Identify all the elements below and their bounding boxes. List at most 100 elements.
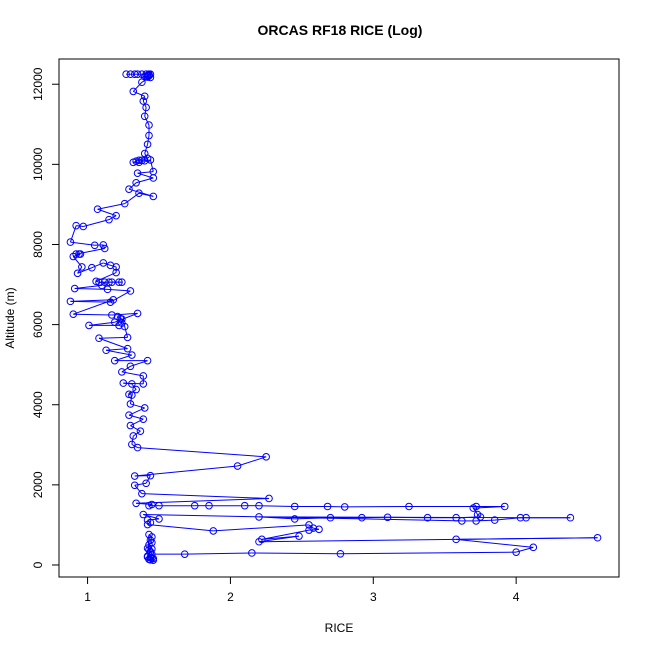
- data-point: [149, 556, 158, 564]
- data-point: [88, 263, 96, 272]
- data-point: [125, 185, 133, 194]
- data-point: [143, 73, 152, 81]
- chart-title: ORCAS RF18 RICE (Log): [258, 22, 423, 38]
- data-point: [358, 513, 366, 522]
- data-point: [469, 504, 478, 512]
- series-segment: [134, 482, 147, 486]
- series-segment: [97, 203, 125, 210]
- y-tick-label: 0: [31, 561, 45, 568]
- data-point: [128, 351, 136, 359]
- y-tick-label: 6000: [31, 311, 45, 338]
- data-point: [145, 72, 153, 80]
- data-point: [140, 112, 149, 121]
- data-point: [133, 169, 142, 177]
- data-point: [125, 411, 133, 419]
- data-point: [472, 517, 480, 525]
- series-segment: [98, 336, 128, 339]
- data-point: [248, 549, 256, 557]
- data-point: [123, 333, 132, 342]
- data-point: [265, 494, 273, 503]
- data-point: [255, 513, 263, 521]
- series-segment: [136, 502, 152, 505]
- data-point: [145, 131, 153, 140]
- data-point: [105, 215, 113, 224]
- data-point: [85, 321, 93, 330]
- series-segment: [473, 505, 505, 509]
- data-point: [99, 259, 108, 267]
- data-point: [140, 404, 149, 412]
- data-point: [123, 344, 132, 353]
- data-point: [126, 70, 135, 79]
- data-point: [118, 315, 126, 323]
- series-segment: [110, 290, 131, 303]
- data-point: [149, 192, 158, 201]
- data-point: [115, 278, 123, 286]
- data-point: [512, 548, 520, 556]
- data-point: [66, 297, 75, 306]
- data-point: [112, 211, 120, 220]
- series-segment: [128, 393, 132, 396]
- series-segment: [340, 551, 517, 555]
- data-point: [126, 362, 135, 371]
- x-tick-label: 3: [370, 590, 377, 604]
- series-segment: [258, 505, 295, 507]
- data-point: [129, 432, 138, 440]
- data-point: [106, 261, 115, 270]
- data-point: [79, 222, 88, 231]
- series-segment: [130, 403, 145, 409]
- data-point: [103, 285, 112, 294]
- data-point: [240, 501, 249, 510]
- series-segment: [106, 349, 132, 356]
- data-point: [423, 513, 432, 522]
- data-point: [135, 158, 143, 167]
- series-segment: [137, 172, 154, 179]
- series-segment: [134, 484, 143, 494]
- x-axis: 1 2 3 4: [84, 576, 520, 604]
- data-point: [452, 513, 460, 522]
- data-point: [119, 379, 128, 387]
- data-point: [140, 156, 149, 165]
- data-point: [233, 462, 242, 470]
- data-point: [120, 322, 129, 331]
- series-segment: [130, 360, 148, 367]
- data-point: [146, 156, 155, 164]
- data-point: [113, 312, 122, 321]
- series-segment: [128, 414, 144, 420]
- data-point: [180, 550, 189, 558]
- series-segment: [237, 456, 267, 467]
- data-point: [155, 501, 163, 510]
- series-segment: [131, 435, 134, 445]
- data-point: [139, 372, 148, 380]
- data-point: [145, 501, 153, 510]
- series-segment: [258, 535, 300, 543]
- data-point: [130, 70, 139, 79]
- data-point: [130, 472, 139, 480]
- series-segment: [123, 382, 132, 385]
- data-point: [108, 278, 116, 286]
- data-point: [290, 515, 299, 523]
- series-segment: [133, 90, 145, 97]
- data-point: [130, 481, 139, 490]
- series-segment: [130, 418, 144, 427]
- series-segment: [137, 447, 267, 458]
- data-point: [108, 311, 116, 319]
- data-point: [143, 140, 152, 149]
- series-segment: [147, 518, 160, 521]
- data-point: [76, 250, 85, 258]
- data-point: [112, 268, 120, 277]
- data-point: [149, 174, 158, 182]
- data-point: [139, 380, 148, 388]
- series-segment: [128, 182, 137, 190]
- data-point: [336, 549, 345, 558]
- series-segment: [133, 430, 141, 437]
- data-point: [109, 295, 118, 304]
- y-tick-label: 4000: [31, 391, 45, 418]
- data-point: [516, 513, 525, 522]
- data-point: [290, 502, 299, 511]
- data-point: [139, 510, 148, 519]
- data-point: [122, 70, 130, 79]
- series-segment: [72, 256, 83, 268]
- data-point: [120, 199, 129, 208]
- series-segment: [77, 267, 93, 274]
